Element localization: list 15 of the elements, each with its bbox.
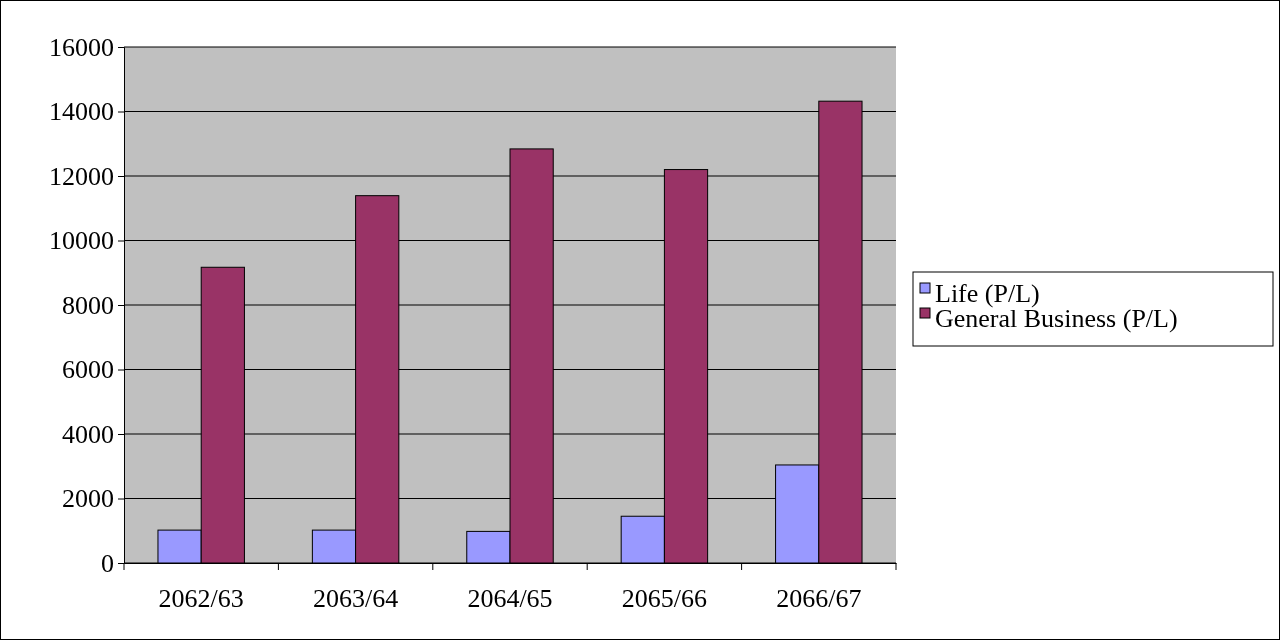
x-tick-label: 2062/63 (158, 584, 244, 614)
y-tick-label: 16000 (49, 32, 114, 62)
x-tick-label: 2065/66 (621, 584, 708, 614)
y-tick-label: 4000 (62, 419, 114, 449)
y-tick-label: 12000 (49, 161, 114, 191)
legend-label: Life (P/L) (935, 279, 1040, 308)
y-tick-label: 8000 (62, 290, 114, 320)
y-tick-label: 14000 (49, 97, 114, 127)
x-tick-label: 2066/67 (776, 584, 862, 614)
y-tick-label: 6000 (62, 355, 114, 385)
y-tick-label: 10000 (49, 226, 114, 256)
x-tick-label: 2063/64 (312, 584, 399, 614)
x-tick-label: 2064/65 (467, 584, 553, 614)
y-tick-label: 2000 (62, 484, 114, 514)
y-tick-label: 0 (101, 548, 114, 578)
